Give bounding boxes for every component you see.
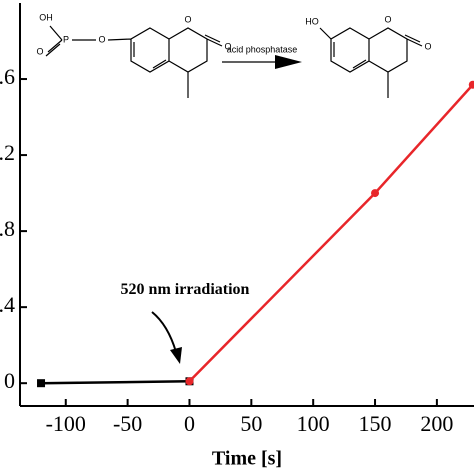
marker	[371, 189, 380, 198]
x-tick-label: 200	[420, 411, 453, 436]
x-tick-label: -100	[46, 411, 86, 436]
annotation: 520 nm irradiation	[121, 281, 250, 298]
structures: OH O P O O O acid phosphatase HO O O O	[36, 12, 432, 98]
reaction-label: acid phosphatase	[227, 44, 298, 54]
atom-label: P	[63, 34, 69, 44]
x-tick-label: 0	[184, 411, 195, 436]
x-tick-label: 100	[297, 411, 330, 436]
atom-label: O	[224, 41, 231, 51]
y-tick-label: 1.2	[0, 140, 15, 165]
atom-label: HO	[305, 16, 319, 26]
y-tick-label: 1.6	[0, 64, 15, 89]
x-tick-label: 150	[359, 411, 392, 436]
atom-label: OH	[39, 12, 53, 22]
marker	[468, 80, 474, 89]
bond	[45, 25, 223, 98]
atom-label: O	[184, 14, 191, 24]
y-tick-label: 0.4	[0, 292, 15, 317]
atom-label: O	[98, 34, 105, 44]
atom-label: O	[384, 14, 391, 24]
y-tick-label: 0	[4, 368, 15, 393]
series-line	[188, 83, 474, 383]
marker	[185, 377, 194, 386]
x-tick-label: 50	[240, 411, 262, 436]
atom-label: O	[36, 46, 43, 56]
series-line	[41, 380, 190, 385]
bond	[319, 27, 423, 98]
marker	[37, 379, 46, 388]
x-tick-label: -50	[113, 411, 142, 436]
x-axis-label: Time [s]	[212, 448, 282, 470]
atom-label: O	[424, 41, 431, 51]
y-tick-label: 0.8	[0, 216, 15, 241]
arrow-head	[275, 55, 302, 69]
annotation-arrow	[151, 311, 177, 353]
annotation-arrow-head	[170, 347, 182, 364]
